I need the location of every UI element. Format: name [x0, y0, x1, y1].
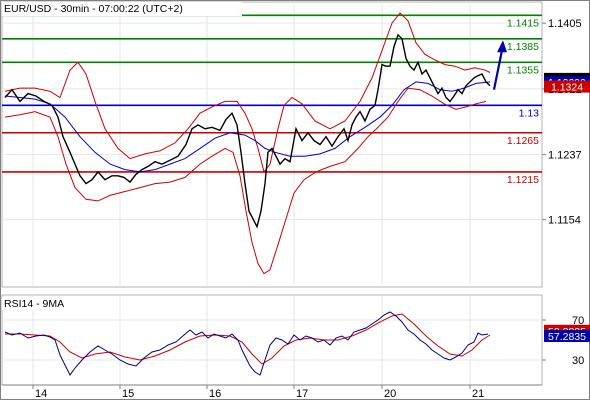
level-label: 1.13: [519, 107, 540, 119]
rsi-title-background: [2, 297, 82, 310]
rsi-grid: [2, 295, 542, 385]
rsi-y-axis: 70 30: [542, 315, 584, 367]
x-tick-label: 16: [209, 388, 221, 400]
series-moving-average: [4, 81, 491, 173]
rsi-badge-label: 57.2835: [548, 331, 586, 343]
forecast-arrow-head: [497, 40, 507, 53]
level-label: 1.1415: [507, 17, 539, 29]
x-axis: 14 15 16 17 20 21: [2, 384, 542, 400]
series-price: [4, 33, 491, 229]
y-tick-label: 1.1154: [548, 215, 581, 227]
price-badge: [544, 80, 590, 93]
rsi-title: RSI14 - 9MA: [4, 298, 64, 310]
rsi-badge: [544, 330, 590, 342]
x-tick-label: 14: [35, 388, 47, 400]
x-tick-label: 21: [472, 388, 484, 400]
rsi-y-tick-label: 70: [572, 315, 584, 327]
main-levels: 1.1415 1.1385 1.1355 1.13 1.1265 1.1215: [2, 14, 542, 186]
x-tick-label: 17: [296, 388, 308, 400]
main-price-badges: 1.133381.132991.1324: [544, 72, 590, 94]
rsi-plot-area: [1, 294, 543, 386]
level-label: 1.1355: [507, 64, 539, 76]
price-badge-label: 1.1324: [551, 82, 583, 94]
main-series: [4, 12, 507, 275]
series-rsi-ma: [5, 313, 491, 365]
title-background: [2, 2, 242, 16]
x-tick-label: 20: [384, 388, 396, 400]
x-tick-label: 15: [122, 388, 134, 400]
level-label: 1.1265: [507, 135, 539, 147]
level-label: 1.1385: [507, 41, 539, 53]
series-rsi: [4, 311, 489, 376]
series-lower-band: [4, 87, 487, 275]
level-label: 1.1215: [507, 174, 539, 186]
y-tick-label: 1.1405: [548, 18, 582, 30]
forecast-arrow-shaft: [492, 50, 504, 90]
rsi-series: [4, 311, 491, 376]
chart-title: EUR/USD - 30min - 07:00:22 (UTC+2): [4, 3, 183, 15]
main-plot-area: [1, 1, 543, 288]
rsi-y-tick-label: 30: [572, 355, 584, 367]
rsi-price-badges: 58.282557.2835: [544, 324, 590, 343]
series-upper-band: [4, 12, 491, 174]
y-tick-label: 1.1237: [548, 150, 582, 162]
